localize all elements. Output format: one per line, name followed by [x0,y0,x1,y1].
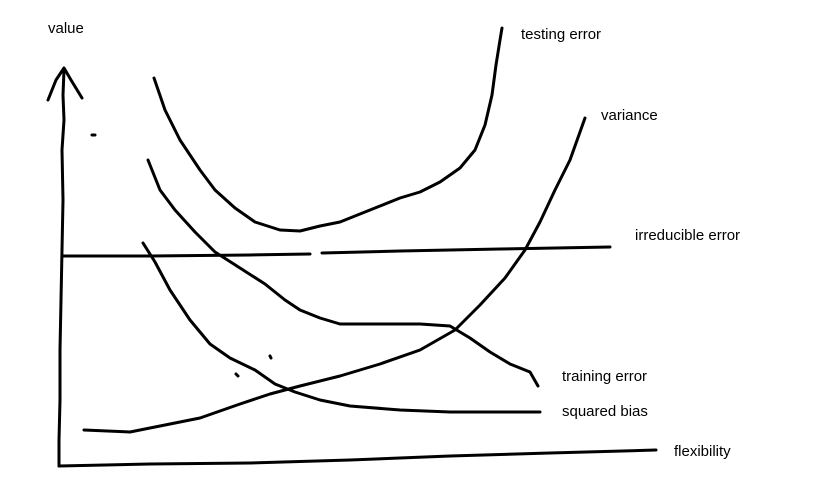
variance-curve [82,116,587,434]
y-axis-label: value [48,20,84,37]
squared-bias-label: squared bias [562,403,648,420]
irreducible-error-curve [60,252,312,258]
x-axis-label: flexibility [674,443,731,460]
stray-mark [268,354,273,360]
squared-bias-curve [141,241,542,414]
variance-label: variance [601,107,658,124]
y-axis-arrowhead [46,66,84,102]
stray-mark [234,372,240,378]
irreducible-error-label: irreducible error [635,227,741,244]
x-axis-line [57,448,658,468]
irreducible-error-curve-right [320,245,612,255]
y-axis-line [57,68,66,468]
training-error-label: training error [562,368,648,385]
testing-error-curve [152,26,504,233]
testing-error-label: testing error [521,26,602,43]
training-error-curve [146,158,540,388]
